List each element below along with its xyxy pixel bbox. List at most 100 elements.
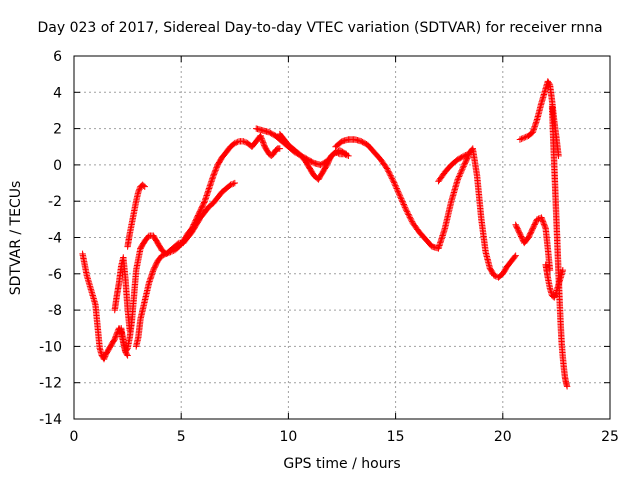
data-point	[402, 205, 409, 213]
data-point	[259, 138, 266, 145]
data-point	[258, 136, 266, 144]
axis-ticks: 0 5 10 15 20 25 -14 -12 -10 -8 -6 -4 -2 0 2 4 6	[39, 49, 619, 445]
y-tick-label: 0	[53, 158, 62, 174]
data-point	[234, 138, 241, 146]
data-point	[540, 219, 547, 227]
data-point	[540, 221, 548, 228]
data-point	[397, 195, 405, 202]
data-point	[538, 214, 545, 221]
data-point	[491, 272, 498, 279]
data-point	[455, 173, 463, 180]
x-tick-label: 20	[494, 429, 512, 445]
data-point	[212, 167, 219, 174]
data-point	[459, 164, 467, 172]
data-point	[335, 150, 342, 157]
data-point	[135, 187, 143, 194]
data-point	[240, 138, 247, 145]
data-point	[551, 294, 558, 301]
data-point	[541, 222, 548, 229]
data-point	[101, 354, 108, 361]
data-point	[342, 151, 349, 158]
data-point	[231, 139, 238, 147]
y-tick-label: 4	[53, 85, 62, 101]
data-point	[392, 182, 399, 189]
data-point	[551, 292, 558, 300]
data-point	[345, 152, 352, 160]
data-point	[399, 199, 407, 207]
data-point	[385, 168, 392, 175]
data-point	[546, 80, 553, 88]
data-point	[241, 138, 249, 146]
data-point	[340, 150, 348, 158]
data-point	[457, 168, 465, 176]
y-tick-label: -6	[48, 267, 62, 283]
data-point	[126, 326, 133, 334]
data-point	[213, 164, 220, 171]
data-point	[538, 215, 546, 223]
data-point	[456, 171, 463, 179]
data-point	[228, 181, 236, 188]
data-point	[407, 215, 414, 222]
data-point	[162, 250, 170, 258]
data-point	[392, 183, 400, 191]
x-tick-label: 25	[601, 429, 619, 445]
data-point	[230, 180, 237, 187]
data-point	[135, 188, 142, 196]
data-point	[383, 165, 391, 172]
x-tick-label: 5	[177, 429, 186, 445]
y-tick-label: -4	[48, 231, 62, 247]
data-point	[403, 207, 410, 214]
data-point	[113, 331, 120, 339]
data-point	[384, 166, 391, 174]
chart-title: Day 023 of 2017, Sidereal Day-to-day VTE…	[37, 20, 603, 36]
data-point	[123, 351, 131, 358]
y-axis-label: SDTVAR / TECUs	[8, 180, 24, 296]
data-point	[390, 178, 397, 185]
y-tick-label: 2	[53, 122, 62, 138]
data-point	[461, 152, 468, 160]
data-point	[394, 188, 402, 195]
data-point	[395, 189, 402, 197]
y-tick-label: 6	[53, 49, 62, 65]
x-tick-label: 0	[70, 429, 79, 445]
data-point	[408, 216, 415, 224]
data-point	[396, 191, 403, 198]
data-point	[165, 249, 173, 256]
data-point	[112, 333, 120, 340]
data-point	[164, 250, 171, 257]
y-tick-label: -2	[48, 194, 62, 210]
data-point	[552, 291, 559, 298]
data-point	[385, 169, 393, 176]
data-point	[200, 199, 208, 206]
data-point	[459, 166, 466, 173]
x-axis-label: GPS time / hours	[283, 456, 401, 472]
data-point	[401, 204, 409, 211]
data-point	[388, 173, 395, 181]
data-point	[459, 153, 467, 160]
data-point	[140, 182, 147, 189]
data-point	[167, 248, 174, 256]
data-point	[405, 211, 412, 218]
data-point	[387, 172, 394, 179]
data-point	[398, 196, 406, 204]
data-point	[231, 179, 238, 187]
data-point	[210, 172, 217, 179]
data-point	[160, 251, 167, 259]
x-tick-label: 10	[279, 429, 297, 445]
data-points	[79, 78, 571, 390]
data-point	[158, 252, 166, 259]
data-point	[333, 149, 341, 156]
data-point	[211, 169, 218, 177]
data-point	[260, 139, 267, 146]
data-point	[276, 145, 284, 152]
data-point	[136, 186, 143, 193]
data-point	[518, 135, 525, 143]
data-point	[563, 383, 571, 390]
data-point	[400, 201, 407, 208]
data-point	[454, 176, 461, 183]
data-point	[406, 214, 414, 221]
data-point	[399, 198, 406, 205]
x-tick-label: 15	[387, 429, 405, 445]
data-point	[559, 266, 567, 274]
